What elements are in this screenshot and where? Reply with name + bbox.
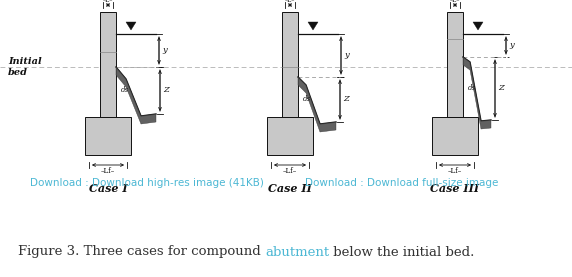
Text: Download : Download full-size image: Download : Download full-size image: [305, 178, 498, 188]
Text: y: y: [509, 41, 514, 49]
Polygon shape: [463, 57, 491, 129]
Bar: [100, 12, 116, 117]
Text: below the initial bed.: below the initial bed.: [329, 245, 475, 258]
Polygon shape: [298, 77, 336, 132]
Text: –L–: –L–: [450, 0, 460, 3]
Text: Z: Z: [343, 95, 349, 103]
Text: abutment: abutment: [265, 245, 329, 258]
Text: ds: ds: [121, 86, 129, 94]
Text: Case I: Case I: [89, 183, 128, 194]
Bar: [447, 12, 463, 117]
Polygon shape: [473, 22, 483, 30]
Polygon shape: [126, 22, 136, 30]
Text: –L–: –L–: [103, 0, 113, 3]
Bar: [85, 117, 131, 155]
Text: y: y: [162, 46, 167, 54]
Bar: [432, 117, 478, 155]
Text: –L–: –L–: [285, 0, 295, 3]
Bar: [282, 12, 298, 117]
Text: –Lf–: –Lf–: [101, 167, 115, 175]
Text: Download : Download high-res image (41KB): Download : Download high-res image (41KB…: [30, 178, 264, 188]
Text: Case III: Case III: [431, 183, 479, 194]
Text: Z: Z: [163, 86, 169, 94]
Text: ds: ds: [468, 84, 476, 92]
Text: Case II: Case II: [268, 183, 312, 194]
Text: –Lf–: –Lf–: [283, 167, 297, 175]
Polygon shape: [308, 22, 318, 30]
Polygon shape: [116, 67, 156, 124]
Text: ds: ds: [303, 95, 311, 103]
Text: –Lf–: –Lf–: [448, 167, 462, 175]
Text: Z: Z: [498, 84, 504, 92]
Bar: [267, 117, 313, 155]
Text: y: y: [344, 51, 349, 59]
Text: Figure 3. Three cases for compound: Figure 3. Three cases for compound: [18, 245, 265, 258]
Text: Initial
bed: Initial bed: [8, 57, 42, 77]
